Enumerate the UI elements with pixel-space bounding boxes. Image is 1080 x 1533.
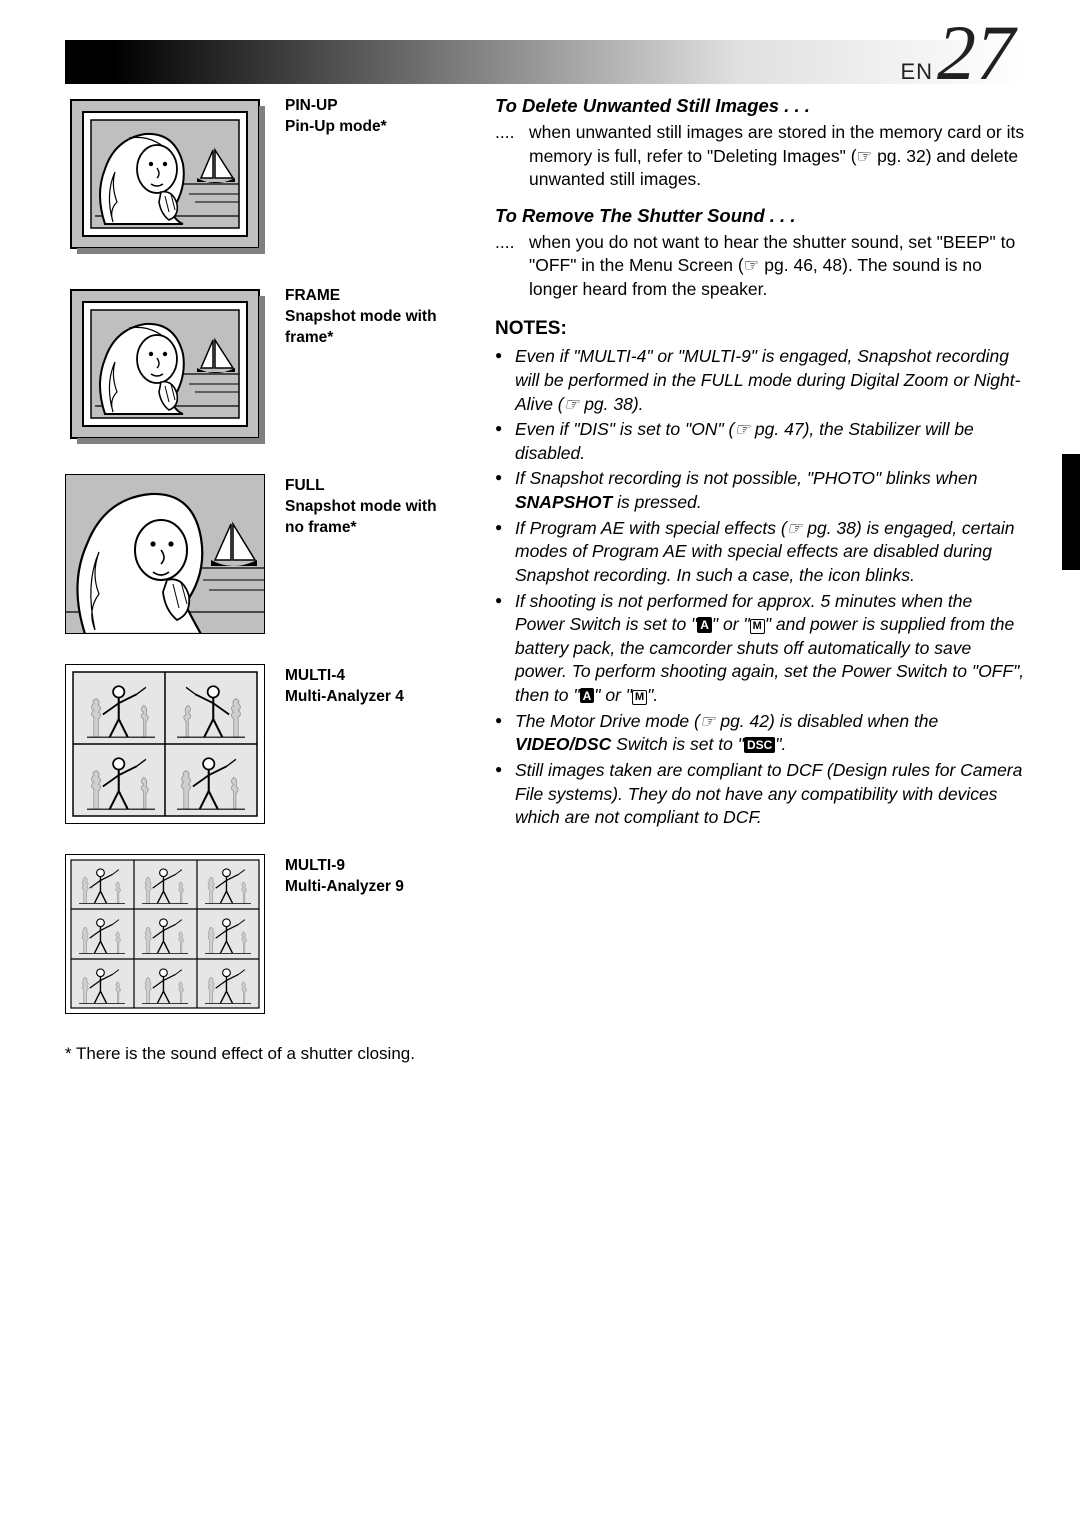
shutter-heading: To Remove The Shutter Sound . . . — [495, 204, 1025, 229]
page-number: EN 27 — [900, 14, 1015, 92]
note-item: If Program AE with special effects (☞ pg… — [495, 517, 1025, 588]
m-mode-icon: M — [750, 619, 765, 634]
delete-body: .... when unwanted still images are stor… — [495, 121, 1025, 192]
delete-heading: To Delete Unwanted Still Images . . . — [495, 94, 1025, 119]
mode-label: FULLSnapshot mode with no frame* — [285, 474, 455, 539]
manual-page: EN 27 PIN-UPPin-Up mode*FRAMESnapshot mo… — [0, 0, 1080, 1533]
ellipsis-lead: .... — [495, 231, 529, 302]
mode-sub: Snapshot mode with no frame* — [285, 497, 455, 539]
mode-sub: Multi-Analyzer 4 — [285, 687, 404, 708]
mode-illustration — [65, 284, 265, 444]
delete-body-text: when unwanted still images are stored in… — [529, 121, 1025, 192]
mode-label: MULTI-4Multi-Analyzer 4 — [285, 664, 404, 708]
dsc-icon: DSC — [744, 737, 775, 752]
mode-block: FRAMESnapshot mode with frame* — [65, 284, 455, 444]
page-num-value: 27 — [937, 14, 1015, 92]
mode-block: MULTI-4Multi-Analyzer 4 — [65, 664, 455, 824]
right-column: To Delete Unwanted Still Images . . . ..… — [495, 94, 1025, 1064]
footnote: * There is the sound effect of a shutter… — [65, 1044, 455, 1064]
note-item: If Snapshot recording is not possible, "… — [495, 467, 1025, 514]
a-mode-icon: A — [580, 688, 595, 703]
mode-block: FULLSnapshot mode with no frame* — [65, 474, 455, 634]
mode-title: FULL — [285, 476, 455, 497]
mode-sub: Multi-Analyzer 9 — [285, 877, 404, 898]
mode-illustration — [65, 854, 265, 1014]
pointer-icon: ☞ — [700, 711, 716, 731]
pointer-icon: ☞ — [734, 419, 750, 439]
note-item: Even if "MULTI-4" or "MULTI-9" is engage… — [495, 345, 1025, 416]
notes-heading: NOTES: — [495, 316, 1025, 342]
mode-sub: Pin-Up mode* — [285, 117, 387, 138]
notes-list: Even if "MULTI-4" or "MULTI-9" is engage… — [495, 345, 1025, 830]
mode-title: MULTI-9 — [285, 856, 404, 877]
mode-label: FRAMESnapshot mode with frame* — [285, 284, 455, 349]
mode-title: FRAME — [285, 286, 455, 307]
mode-label: MULTI-9Multi-Analyzer 9 — [285, 854, 404, 898]
note-item: Even if "DIS" is set to "ON" (☞ pg. 47),… — [495, 418, 1025, 465]
a-mode-icon: A — [697, 617, 712, 632]
mode-title: PIN-UP — [285, 96, 387, 117]
ellipsis-lead: .... — [495, 121, 529, 192]
header-bar: EN 27 — [65, 40, 1025, 84]
shutter-body: .... when you do not want to hear the sh… — [495, 231, 1025, 302]
shutter-body-text: when you do not want to hear the shutter… — [529, 231, 1025, 302]
mode-label: PIN-UPPin-Up mode* — [285, 94, 387, 138]
mode-illustration — [65, 474, 265, 634]
content-columns: PIN-UPPin-Up mode*FRAMESnapshot mode wit… — [65, 94, 1025, 1064]
note-item: The Motor Drive mode (☞ pg. 42) is disab… — [495, 710, 1025, 757]
pointer-icon: ☞ — [787, 518, 803, 538]
pointer-icon: ☞ — [564, 394, 580, 414]
lang-label: EN — [900, 59, 933, 85]
note-item: If shooting is not performed for approx.… — [495, 590, 1025, 708]
mode-sub: Snapshot mode with frame* — [285, 307, 455, 349]
mode-illustration — [65, 664, 265, 824]
mode-illustration — [65, 94, 265, 254]
note-item: Still images taken are compliant to DCF … — [495, 759, 1025, 830]
mode-block: PIN-UPPin-Up mode* — [65, 94, 455, 254]
side-tab — [1062, 454, 1080, 570]
left-column: PIN-UPPin-Up mode*FRAMESnapshot mode wit… — [65, 94, 455, 1064]
mode-title: MULTI-4 — [285, 666, 404, 687]
mode-block: MULTI-9Multi-Analyzer 9 — [65, 854, 455, 1014]
m-mode-icon: M — [632, 690, 647, 705]
